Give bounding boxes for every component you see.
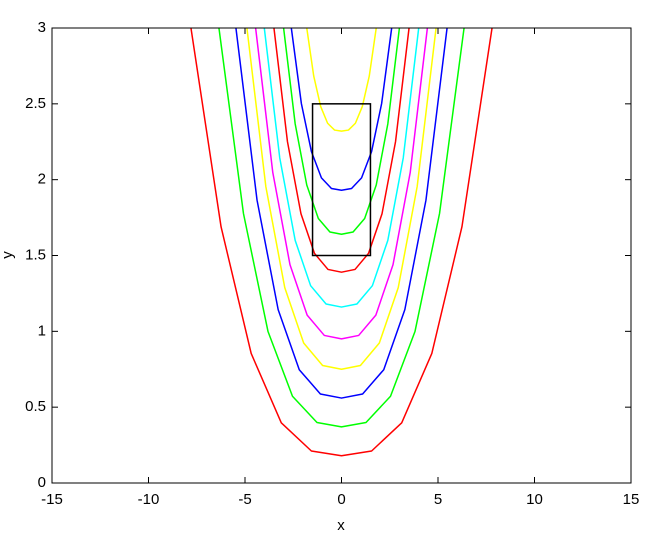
y-axis-label: y xyxy=(0,251,16,259)
y-tick-label: 2 xyxy=(38,171,46,188)
y-tick-label: 1 xyxy=(38,322,46,339)
y-tick-label: 0 xyxy=(38,474,46,491)
contour-line xyxy=(290,27,393,192)
contour-line xyxy=(263,27,420,308)
contour-line xyxy=(235,27,448,399)
y-tick-label: 2.5 xyxy=(25,95,46,112)
x-tick-label: -10 xyxy=(138,491,160,508)
x-tick-label: 5 xyxy=(434,491,442,508)
contour-line xyxy=(246,27,437,370)
x-tick-label: -5 xyxy=(238,491,251,508)
contour-line xyxy=(273,27,410,273)
x-tick-label: -15 xyxy=(41,491,63,508)
x-tick-label: 10 xyxy=(526,491,543,508)
contour-line xyxy=(306,27,377,132)
y-tick-label: 3 xyxy=(38,19,46,36)
x-tick-label: 15 xyxy=(623,491,640,508)
y-tick-label: 0.5 xyxy=(25,398,46,415)
x-tick-label: 0 xyxy=(337,491,345,508)
contour-line xyxy=(218,27,465,428)
y-tick-label: 1.5 xyxy=(25,246,46,263)
contour-line xyxy=(282,27,401,236)
contour-line xyxy=(190,27,493,457)
x-axis-label: x xyxy=(337,517,345,534)
highlight-box xyxy=(311,103,372,257)
contour-line xyxy=(254,27,429,340)
